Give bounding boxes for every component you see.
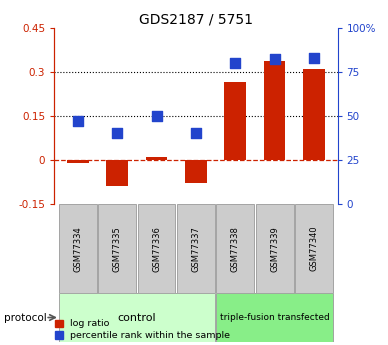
Point <box>232 60 238 66</box>
Bar <box>177 204 215 294</box>
Text: GSM77338: GSM77338 <box>231 226 240 272</box>
Bar <box>99 204 136 294</box>
Bar <box>217 204 254 294</box>
Text: control: control <box>118 313 156 323</box>
Bar <box>225 82 246 160</box>
Text: triple-fusion transfected: triple-fusion transfected <box>220 313 329 322</box>
Point <box>272 57 278 62</box>
Text: GSM77335: GSM77335 <box>113 226 122 272</box>
Bar <box>303 69 325 160</box>
Point <box>114 130 120 136</box>
Bar <box>67 160 89 163</box>
Bar <box>185 160 207 183</box>
Bar <box>59 204 97 294</box>
Bar <box>59 294 215 342</box>
Text: protocol: protocol <box>4 313 47 323</box>
Text: GSM77340: GSM77340 <box>310 226 319 272</box>
Legend: log ratio, percentile rank within the sample: log ratio, percentile rank within the sa… <box>55 319 230 340</box>
Point <box>75 118 81 124</box>
Bar <box>106 160 128 186</box>
Text: GSM77334: GSM77334 <box>73 226 82 272</box>
Point <box>311 55 317 60</box>
Text: GSM77336: GSM77336 <box>152 226 161 272</box>
Text: GSM77339: GSM77339 <box>270 226 279 272</box>
Text: GSM77337: GSM77337 <box>191 226 201 272</box>
Title: GDS2187 / 5751: GDS2187 / 5751 <box>139 12 253 27</box>
Point <box>154 113 160 118</box>
Bar <box>295 204 333 294</box>
Bar <box>138 204 175 294</box>
Bar <box>264 61 286 160</box>
Bar <box>256 204 293 294</box>
Point <box>193 130 199 136</box>
Bar <box>146 157 167 160</box>
Bar <box>217 294 333 342</box>
